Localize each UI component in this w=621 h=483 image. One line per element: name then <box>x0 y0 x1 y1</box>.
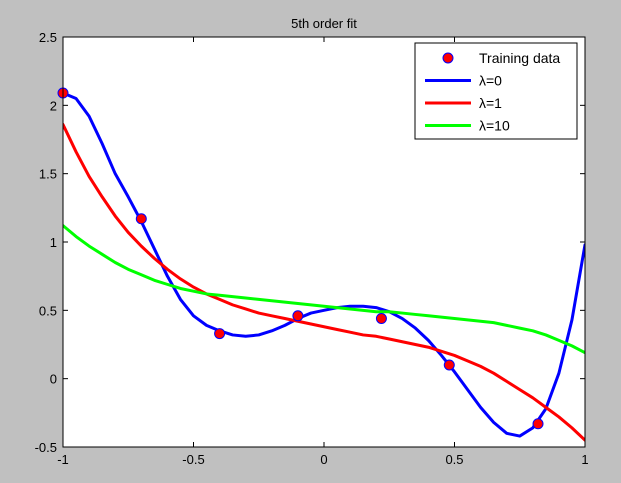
axes-layer: -1 -0.5 0 0.5 1-0.500.511.522.5 <box>35 30 589 467</box>
series-line-2 <box>63 224 585 355</box>
y-tick-label: 1.5 <box>39 167 57 182</box>
y-tick-label: 1 <box>50 235 57 250</box>
y-tick-label: 0 <box>50 372 57 387</box>
scatter-layer <box>57 87 544 430</box>
x-tick-label: -1 <box>57 452 69 467</box>
legend-entries: Training data λ=0 λ=1 λ=10 <box>425 50 560 134</box>
x-tick-label: 0.5 <box>445 452 463 467</box>
x-tick-label: -0.5 <box>182 452 204 467</box>
x-tick-label: 1 <box>581 452 588 467</box>
series-layer <box>63 91 585 442</box>
legend-label: λ=10 <box>479 118 510 134</box>
training-data-point <box>135 213 147 225</box>
y-tick-label: -0.5 <box>35 440 57 455</box>
chart-title: 5th order fit <box>291 16 357 31</box>
legend-label: λ=0 <box>479 73 502 89</box>
series-line-0 <box>63 91 585 438</box>
training-data-point <box>532 418 544 430</box>
y-tick-label: 0.5 <box>39 303 57 318</box>
training-data-point <box>214 328 226 340</box>
y-tick-label: 2.5 <box>39 30 57 45</box>
legend-marker <box>442 52 454 64</box>
legend-box <box>414 42 578 140</box>
legend-label: λ=1 <box>479 95 502 111</box>
series-line-1 <box>63 122 585 442</box>
legend: Training data λ=0 λ=1 λ=10 <box>414 42 578 140</box>
training-data-point <box>443 359 455 371</box>
legend-label: Training data <box>479 50 560 66</box>
axes-frame <box>62 36 586 448</box>
training-data-point <box>292 310 304 322</box>
training-data-point <box>375 313 387 325</box>
y-tick-label: 2 <box>50 98 57 113</box>
x-tick-label: 0 <box>320 452 327 467</box>
